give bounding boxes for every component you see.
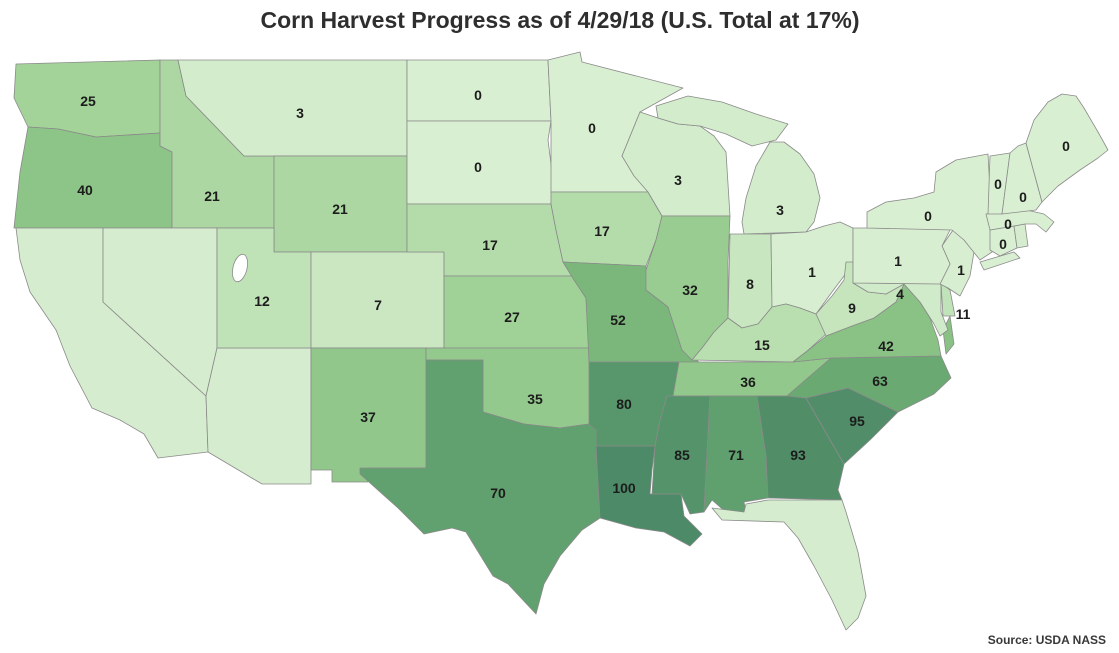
state-value-label-tx: 70 (490, 485, 506, 501)
state-mi[interactable]: Michigan: 3% (655, 95, 821, 235)
state-value-label-wv: 9 (848, 300, 856, 316)
state-value-label-ne: 17 (482, 237, 498, 253)
state-value-label-mo: 52 (610, 312, 626, 328)
page-title: Corn Harvest Progress as of 4/29/18 (U.S… (260, 7, 859, 33)
state-value-label-ma: 0 (1004, 216, 1012, 232)
state-ma[interactable]: Massachusetts: 0% (985, 208, 1055, 233)
state-value-label-ny: 0 (924, 208, 932, 224)
state-value-label-oh: 1 (808, 264, 816, 280)
state-value-label-de: 11 (956, 306, 971, 322)
state-value-label-nm: 37 (360, 409, 376, 425)
state-value-label-md: 4 (896, 286, 904, 302)
state-value-label-ky: 15 (754, 337, 770, 353)
us-map-states: Washington: 25%Oregon: 40%CaliforniaIdah… (13, 51, 1109, 631)
state-value-label-ar: 80 (616, 396, 632, 412)
state-value-label-nc: 63 (872, 373, 888, 389)
source-note: Source: USDA NASS (988, 633, 1106, 647)
state-value-label-mn: 0 (588, 120, 596, 136)
state-value-label-nd: 0 (474, 87, 482, 103)
state-md[interactable]: Maryland: 4% (852, 282, 949, 337)
state-or[interactable]: Oregon: 40% (13, 126, 173, 229)
state-value-label-ct: 0 (999, 236, 1007, 252)
state-ny[interactable]: New York: 0% (866, 153, 1021, 271)
state-value-label-nj: 1 (957, 262, 965, 278)
state-value-label-sd: 0 (474, 159, 482, 175)
state-value-label-wi: 3 (674, 172, 682, 188)
state-value-label-ks: 27 (504, 309, 520, 325)
state-la[interactable]: Louisiana: 100% (595, 445, 703, 547)
state-wi[interactable]: Wisconsin: 3% (621, 111, 731, 217)
state-value-label-wa: 25 (80, 93, 96, 109)
state-value-label-ut: 12 (254, 293, 270, 309)
state-value-label-il: 32 (682, 282, 698, 298)
state-nc[interactable]: North Carolina: 63% (786, 355, 952, 413)
great-salt-lake (232, 253, 248, 283)
state-value-label-mi: 3 (776, 202, 784, 218)
state-value-label-la: 100 (612, 480, 636, 496)
state-value-label-tn: 36 (740, 374, 756, 390)
state-value-label-ms: 85 (674, 447, 690, 463)
state-tx[interactable]: Texas: 70% (359, 359, 601, 615)
state-value-label-or: 40 (77, 182, 93, 198)
state-value-label-nh: 0 (1019, 189, 1027, 205)
state-value-label-va: 42 (878, 338, 894, 354)
state-me[interactable]: Maine: 0% (1025, 93, 1109, 203)
state-value-label-co: 7 (374, 297, 382, 313)
state-value-label-pa: 1 (894, 253, 902, 269)
state-value-label-ok: 35 (527, 391, 543, 407)
state-fl[interactable]: Florida (711, 499, 867, 631)
state-value-label-id: 21 (204, 188, 220, 204)
state-value-label-in: 8 (746, 276, 754, 292)
state-value-label-mt: 3 (296, 105, 304, 121)
state-az[interactable]: Arizona (205, 347, 312, 485)
state-value-label-wy: 21 (332, 201, 348, 217)
state-value-label-sc: 95 (849, 413, 865, 429)
state-value-label-ga: 93 (790, 447, 806, 463)
state-value-label-me: 0 (1062, 138, 1070, 154)
state-value-label-vt: 0 (994, 176, 1002, 192)
state-value-label-ia: 17 (594, 223, 610, 239)
state-pa[interactable]: Pennsylvania: 1% (852, 227, 952, 285)
state-value-label-al: 71 (728, 447, 744, 463)
